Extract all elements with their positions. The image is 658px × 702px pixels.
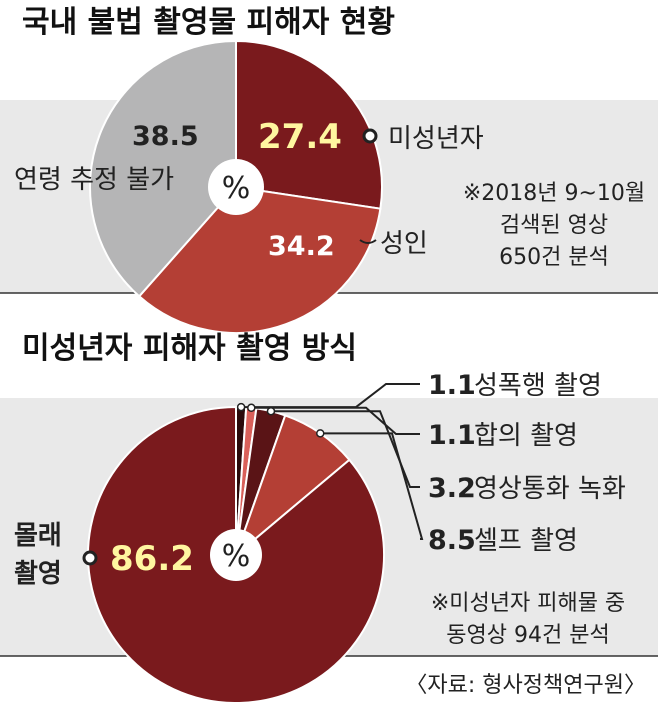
- chart1-label-adult: 성인: [380, 229, 428, 259]
- chart2-center-label: %: [222, 539, 251, 574]
- chart2-label-videocall: 영상통화 녹화: [474, 474, 626, 504]
- chart1-note-line-2: 검색된 영상: [500, 213, 608, 238]
- chart1-slice-2: [89, 39, 237, 298]
- chart2-value-consent: 1.1: [428, 420, 476, 451]
- chart2-value-self: 8.5: [428, 525, 476, 556]
- chart2-center-disc: [210, 529, 262, 581]
- chart2-label-self: 셀프 촬영: [474, 526, 578, 556]
- chart2-value-hidden: 86.2: [110, 539, 194, 579]
- chart2-side-label-line-1: 몰래: [14, 521, 62, 551]
- chart1-slice-1: [137, 185, 382, 334]
- chart2-leader-lines: [236, 383, 424, 540]
- chart1-marker-minor: [362, 128, 378, 144]
- chart1-value-adult: 34.2: [268, 231, 335, 262]
- chart2-side-label-line-2: 촬영: [14, 559, 62, 589]
- chart1-label-minor: 미성년자: [388, 124, 484, 154]
- chart2-value-rape: 1.1: [428, 370, 476, 401]
- chart2-leader-3: [320, 432, 424, 540]
- chart2-leader-2: [270, 410, 420, 488]
- chart2-value-videocall: 3.2: [428, 473, 476, 504]
- chart1-title: 국내 불법 촬영물 피해자 현황: [22, 5, 395, 40]
- source-credit: 〈자료: 형사정책연구원〉: [405, 673, 646, 698]
- chart2-leader-dot-1: [247, 403, 256, 413]
- chart1-value-minor: 27.4: [258, 117, 342, 157]
- chart1-pie: [89, 39, 383, 334]
- chart2-leader-1: [251, 406, 420, 435]
- chart2-title: 미성년자 피해자 촬영 방식: [22, 331, 357, 366]
- chart1-center-disc: [208, 159, 264, 215]
- chart2-leader-dot-3: [316, 429, 325, 438]
- chart1-value-unknown: 38.5: [132, 121, 199, 152]
- chart2-marker-hidden: [82, 550, 98, 566]
- chart2-label-rape: 성폭행 촬영: [474, 371, 602, 401]
- chart1-note-line-3: 650건 분석: [499, 245, 609, 270]
- chart1-note-line-1: ※2018년 9~10월: [463, 181, 645, 206]
- chart2-leader-dot-0: [236, 402, 246, 412]
- chart2-label-consent: 합의 촬영: [474, 421, 578, 451]
- chart1-slice-0: [235, 39, 383, 210]
- chart1-center-label: %: [222, 171, 251, 206]
- chart2-note-line-2: 동영상 94건 분석: [446, 623, 609, 648]
- chart2-leader-dot-2: [266, 406, 276, 416]
- chart1-leader-adult: [359, 239, 377, 244]
- chart1-label-unknown: 연령 추정 불가: [14, 165, 174, 195]
- chart2-note-line-1: ※미성년자 피해물 중: [431, 591, 625, 616]
